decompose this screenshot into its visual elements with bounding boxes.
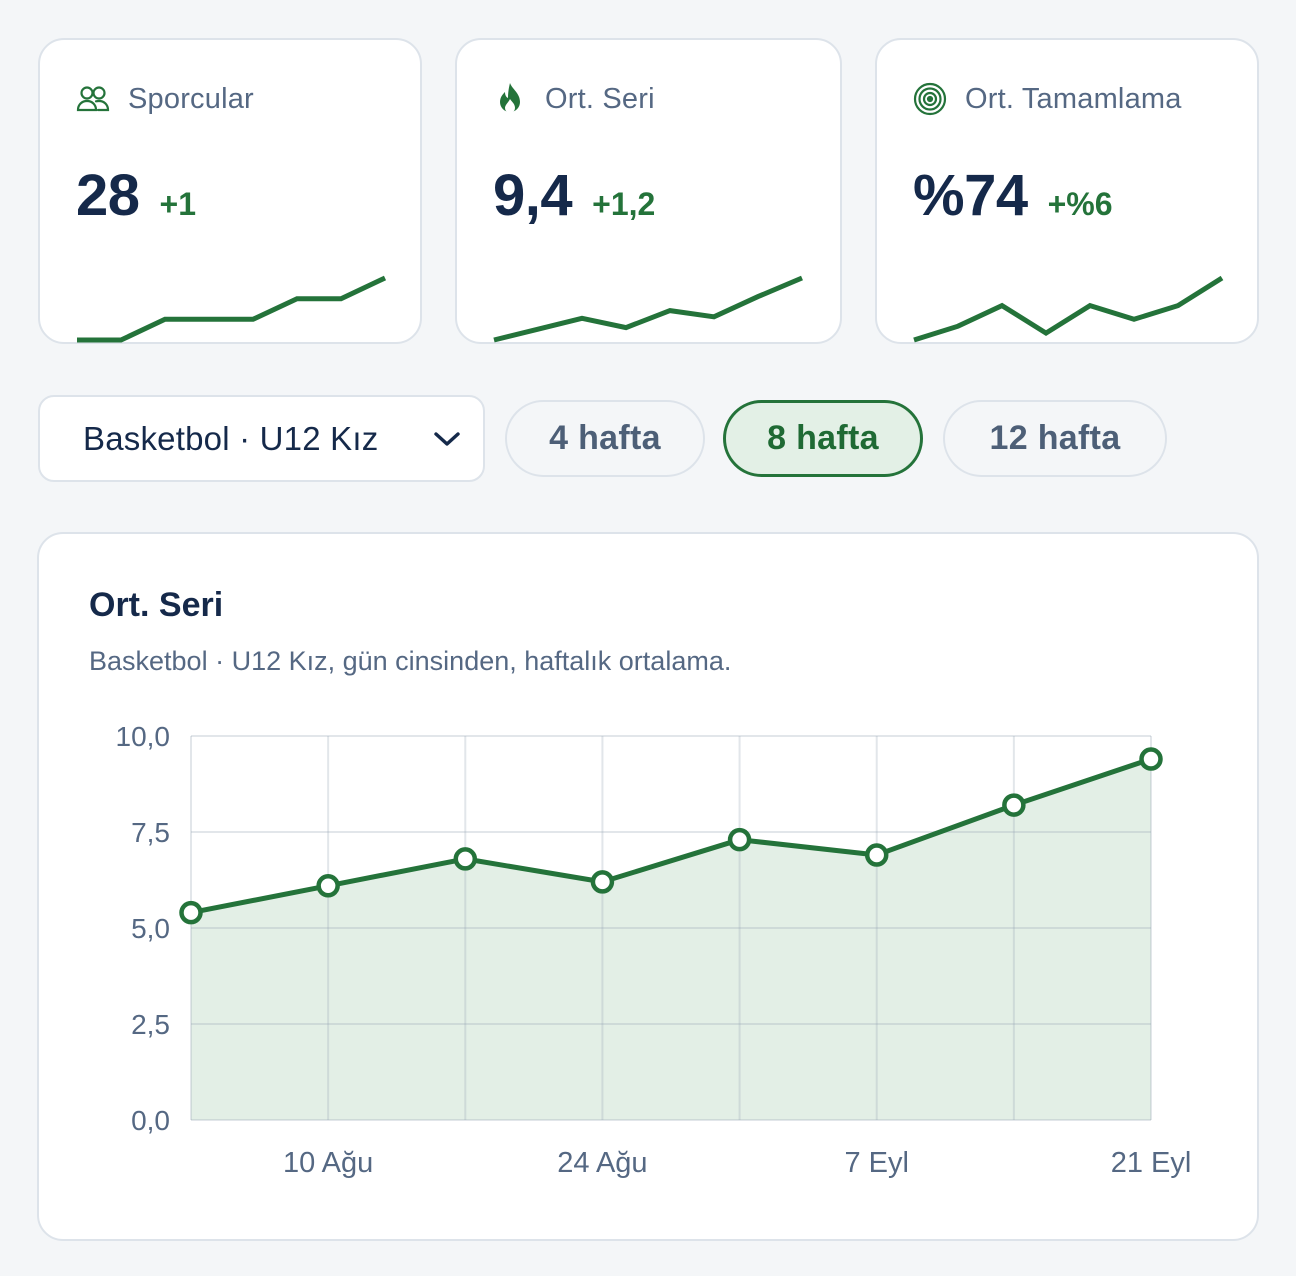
stat-card-completion: Ort. Tamamlama %74 +%6 [875,38,1259,344]
stat-value: 28 [76,163,140,228]
x-tick-label: 10 Ağu [283,1147,373,1179]
chart-title: Ort. Seri [89,586,224,624]
stat-card-athletes: Sporcular 28 +1 [38,38,422,344]
chart-subtitle: Basketbol · U12 Kız, gün cinsinden, haft… [89,646,732,676]
group-select[interactable]: Basketbol · U12 Kız [38,395,485,482]
data-point[interactable] [316,874,340,898]
line-chart: 0,0 2,5 5,0 7,5 10,0 10 Ağu 24 Ağu 7 Eyl 21 Eyl [116,721,1192,1179]
data-point[interactable] [179,900,203,925]
sparkline-path [493,275,803,343]
stat-label: Sporcular [128,82,254,115]
stat-value: 9,4 [493,163,573,228]
stat-value: %74 [913,163,1028,228]
chevron-down-icon [427,419,467,459]
y-tick-label: 7,5 [131,817,170,848]
series-line [190,756,1152,916]
data-point[interactable] [1139,747,1163,771]
stat-card-streak: Ort. Seri 9,4 +1,2 [455,38,842,344]
data-point[interactable] [864,843,889,867]
area-fill [191,759,1151,1120]
stat-label: Ort. Seri [545,82,655,115]
range-8-weeks-button[interactable]: 8 hafta [723,400,923,477]
x-tick-label: 7 Eyl [844,1147,908,1179]
data-point[interactable] [590,870,615,894]
x-tick-label: 21 Eyl [1111,1147,1192,1179]
target-icon [913,82,947,116]
y-tick-label: 10,0 [116,721,171,752]
stat-delta: +1 [159,186,196,222]
sparkline-path [913,275,1224,343]
sparkline [913,275,1224,343]
sparkline [77,275,387,343]
range-12-weeks-button[interactable]: 12 hafta [943,400,1167,477]
sparkline-path [77,275,387,343]
x-tick-label: 24 Ağu [557,1147,647,1179]
data-point[interactable] [1002,793,1026,817]
data-point[interactable] [453,847,478,871]
stat-delta: +1,2 [592,186,656,222]
sparkline [493,275,803,343]
chart-panel: Ort. Seri Basketbol · U12 Kız, gün cinsi… [37,532,1259,1241]
range-4-weeks-button[interactable]: 4 hafta [505,400,705,477]
users-icon [76,82,110,116]
stat-label: Ort. Tamamlama [965,82,1182,115]
stat-delta: +%6 [1047,186,1113,222]
data-point[interactable] [727,827,752,852]
flame-icon [493,82,527,116]
y-tick-label: 5,0 [131,913,170,944]
y-tick-label: 0,0 [131,1105,170,1136]
y-tick-label: 2,5 [131,1009,170,1040]
group-select-value: Basketbol · U12 Kız [83,419,379,457]
